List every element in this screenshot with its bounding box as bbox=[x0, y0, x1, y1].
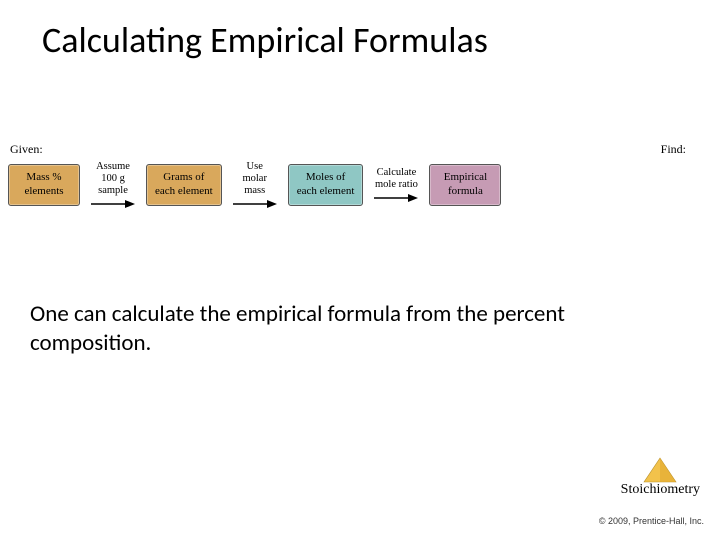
arrow-label-0: Assume100 gsample bbox=[96, 161, 130, 197]
flow-box-1: Grams ofeach element bbox=[146, 164, 222, 206]
flow-diagram: Given: Find: Mass %elements Assume100 gs… bbox=[8, 142, 712, 209]
arrow-icon bbox=[233, 199, 277, 209]
arrow-label-1: Usemolarmass bbox=[242, 161, 267, 197]
flow-arrow-0: Assume100 gsample bbox=[84, 161, 142, 209]
flow-box-2: Moles ofeach element bbox=[288, 164, 364, 206]
flow-arrow-1: Usemolarmass bbox=[226, 161, 284, 209]
copyright-text: © 2009, Prentice-Hall, Inc. bbox=[599, 516, 704, 526]
topic-tag: Stoichiometry bbox=[621, 457, 700, 498]
label-find: Find: bbox=[661, 142, 686, 157]
arrow-icon bbox=[374, 193, 418, 203]
label-given: Given: bbox=[10, 142, 43, 157]
page-title: Calculating Empirical Formulas bbox=[0, 0, 720, 62]
triangle-icon bbox=[643, 457, 677, 483]
arrow-icon bbox=[91, 199, 135, 209]
flow-box-0: Mass %elements bbox=[8, 164, 80, 206]
arrow-label-2: Calculatemole ratio bbox=[375, 167, 418, 191]
tag-label: Stoichiometry bbox=[621, 482, 700, 498]
body-paragraph: One can calculate the empirical formula … bbox=[30, 300, 590, 358]
flow-box-3: Empiricalformula bbox=[429, 164, 501, 206]
flow-arrow-2: Calculatemole ratio bbox=[367, 167, 425, 203]
